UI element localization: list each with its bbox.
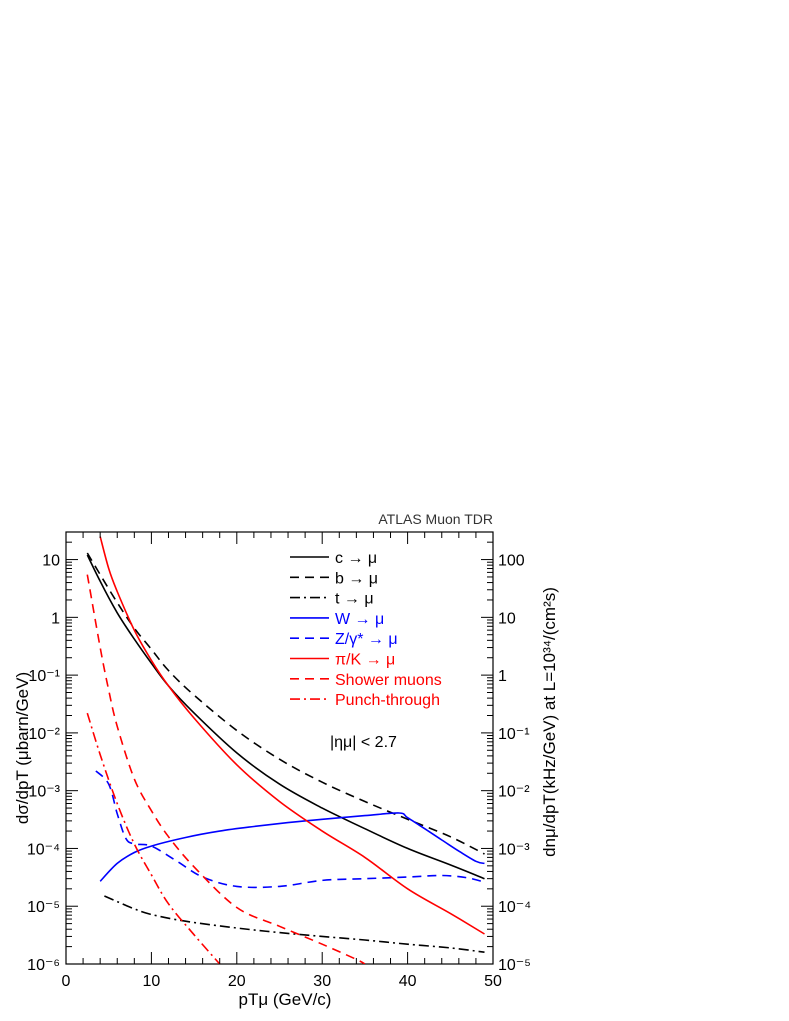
series-line-4 xyxy=(95,770,485,889)
y-left-tick-label: 10 xyxy=(42,553,60,570)
series-line-0 xyxy=(86,554,485,880)
legend-label: t → μ xyxy=(335,591,374,608)
y-right-tick-label: 10⁻² xyxy=(498,784,530,801)
y-axis-right-title: dnμ/dpT(kHz/GeV) at L=10³⁴/(cm²s) xyxy=(540,587,559,857)
y-axis-left-title: dσ/dpT (μbarn/GeV) xyxy=(13,672,32,824)
y-right-tick-label: 10⁻⁴ xyxy=(498,899,531,916)
y-right-tick-label: 10⁻³ xyxy=(498,841,530,858)
y-left-tick-label: 10⁻⁵ xyxy=(27,899,60,916)
x-tick-label: 30 xyxy=(313,973,331,990)
series-line-1 xyxy=(86,552,485,855)
legend-label: Punch-through xyxy=(335,692,440,709)
x-axis-title: pTμ (GeV/c) xyxy=(239,990,332,1009)
eta-annotation: |ημ| < 2.7 xyxy=(330,734,397,751)
plot-frame xyxy=(65,531,494,965)
y-right-tick-label: 10⁻¹ xyxy=(498,726,530,743)
x-tick-label: 10 xyxy=(143,973,161,990)
legend-label: b → μ xyxy=(335,570,378,587)
series-line-5 xyxy=(99,536,485,935)
series-line-7 xyxy=(86,712,221,964)
legend-label: π/K → μ xyxy=(335,652,395,669)
y-right-tick-label: 1 xyxy=(498,668,507,685)
series-group xyxy=(86,536,485,964)
y-right-tick-label: 10 xyxy=(498,610,516,627)
legend-label: Shower muons xyxy=(335,672,442,689)
legend: c → μ b → μ t → μ W → μ Z/γ* → μ π/K → μ Showe… xyxy=(290,550,442,709)
corner-label: ATLAS Muon TDR xyxy=(378,511,493,527)
legend-label: W → μ xyxy=(335,611,384,628)
y-left-tick-label: 1 xyxy=(51,610,60,627)
y-left-tick-label: 10⁻³ xyxy=(28,784,60,801)
y-right-tick-label: 10⁻⁵ xyxy=(498,957,531,974)
y-right-tick-label: 100 xyxy=(498,553,525,570)
series-line-6 xyxy=(86,574,366,964)
x-tick-label: 40 xyxy=(399,973,417,990)
legend-label: Z/γ* → μ xyxy=(335,631,398,648)
x-tick-label: 20 xyxy=(228,973,246,990)
series-line-3 xyxy=(99,812,485,882)
axis-ticks: 0 10 20 30 40 50 10⁻⁶ 10⁻⁵ 10⁻⁴ 10⁻³ 10⁻² 10⁻¹ 1 10 10… xyxy=(27,531,531,990)
y-left-tick-label: 10⁻⁴ xyxy=(27,841,60,858)
y-left-tick-label: 10⁻¹ xyxy=(28,668,60,685)
legend-label: c → μ xyxy=(335,550,377,567)
y-left-tick-label: 10⁻² xyxy=(28,726,60,743)
series-line-2 xyxy=(104,895,485,953)
x-tick-label: 50 xyxy=(484,973,502,990)
x-tick-label: 0 xyxy=(62,973,71,990)
y-left-tick-label: 10⁻⁶ xyxy=(27,957,60,974)
